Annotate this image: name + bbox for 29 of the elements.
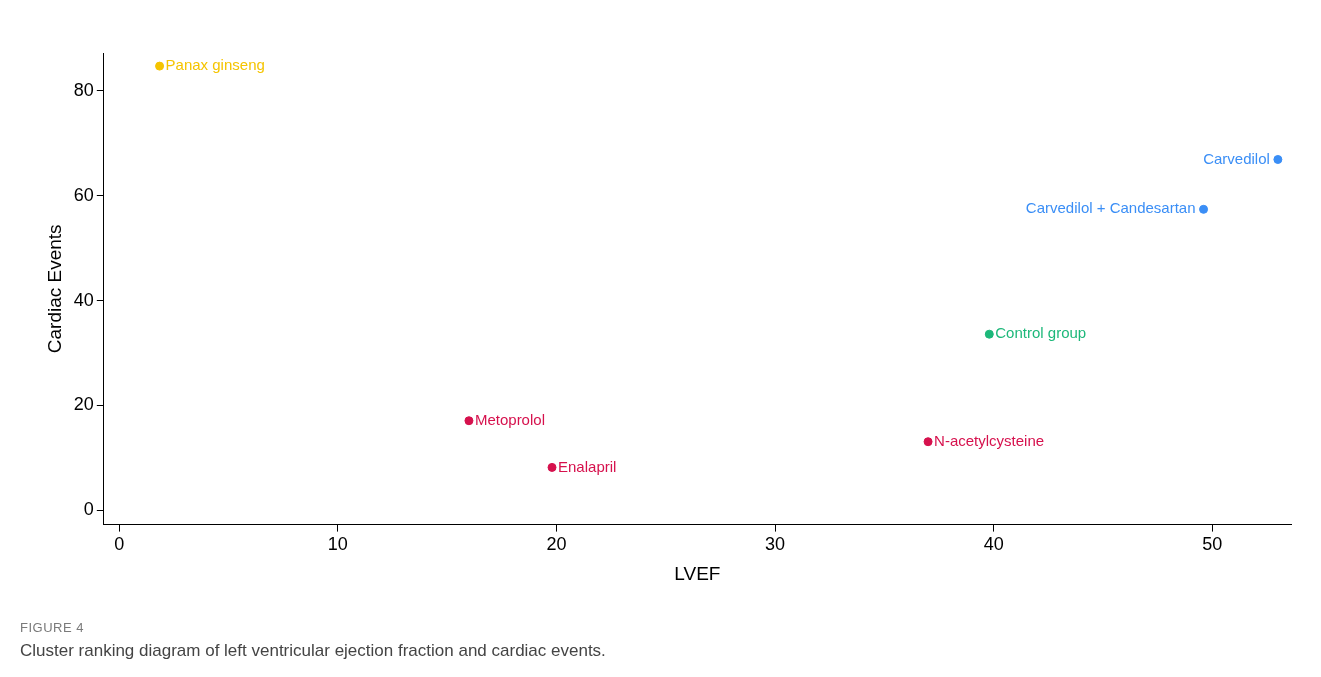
x-axis-title: LVEF [674, 562, 721, 584]
y-tick-label: 40 [73, 289, 94, 310]
point [155, 61, 165, 71]
point [984, 329, 994, 339]
x-tick-label: 20 [546, 534, 567, 555]
x-tick-label: 0 [114, 534, 125, 555]
x-tick-label: 50 [1202, 534, 1223, 555]
point [464, 416, 474, 426]
x-tick-label: 30 [765, 534, 786, 555]
x-tick-label: 40 [983, 534, 1004, 555]
data-label: Carvedilol [1203, 149, 1270, 167]
data-label: Enalapril [558, 457, 617, 475]
data-label: Panax ginseng [165, 56, 265, 74]
data-label: N-acetylcysteine [934, 431, 1045, 449]
y-tick-label: 20 [73, 394, 94, 415]
x-tick-label: 10 [327, 534, 348, 555]
y-axis-title: Cardiac Events [43, 224, 65, 354]
data-label: Control group [995, 324, 1087, 342]
y-tick-label: 60 [73, 184, 94, 205]
text: Cluster ranking diagram of left ventricular ejection fraction and cardiac events. [20, 641, 607, 661]
caption: FIGURE 4 [20, 620, 85, 635]
point [1199, 204, 1209, 214]
data-label: Metoprolol [474, 410, 545, 428]
y-tick-label: 0 [83, 499, 94, 520]
point [547, 462, 557, 472]
y-tick-label: 80 [73, 79, 94, 100]
point [1273, 154, 1283, 164]
point [923, 437, 933, 447]
data-label: Carvedilol + Candesartan [1025, 199, 1196, 217]
